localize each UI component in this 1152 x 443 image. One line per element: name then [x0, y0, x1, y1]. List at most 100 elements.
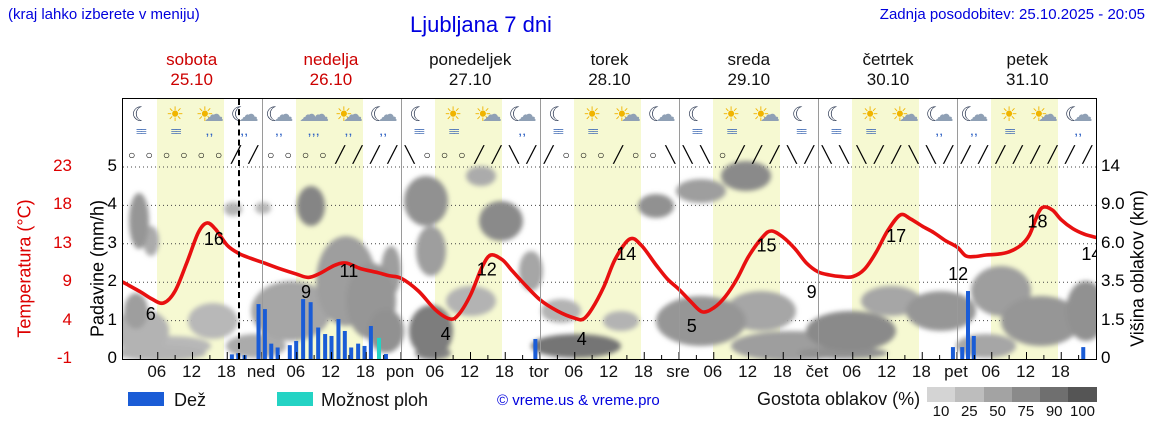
cloud-blob [806, 311, 896, 351]
rain-bar [329, 335, 334, 359]
rain-glyph: ‚‚ [240, 125, 249, 138]
cloud-blob [224, 202, 242, 216]
sun-glyph: ☀ [444, 103, 463, 126]
day-separator [401, 99, 402, 359]
day-abbr-label: pet [944, 362, 968, 381]
meteogram-chart: 6 16 9 11 4 12 4 14 5 15 9 17 12 18 14 [123, 161, 1096, 359]
moon-fog-icon: ☾ ≡≡ [817, 100, 853, 142]
calm-wind-symbol: ○ [284, 148, 292, 162]
icon-precip-glyphs: ≡≡ [796, 126, 807, 140]
cloud-blob [1001, 296, 1081, 346]
day-header: četrtek 30.10 [818, 50, 957, 92]
hour-label: 06 [147, 362, 167, 381]
fog-glyph: ≡≡ [413, 125, 425, 138]
temperature-curve [123, 205, 1096, 322]
day-name: torek [590, 50, 629, 69]
cloud-glyph: ☁ [898, 103, 919, 126]
rain-bar [533, 339, 538, 359]
hour-label: 18 [633, 362, 653, 381]
rain-bar [1081, 347, 1086, 359]
icon-precip-glyphs: ‚‚ [275, 126, 283, 140]
density-segment [983, 387, 1012, 402]
day-separator [957, 99, 958, 359]
rain-bar [229, 354, 234, 359]
wind-barb: ╱ [474, 147, 485, 164]
cloud-blob [798, 347, 888, 359]
axis-tick-label: 18 [53, 194, 72, 214]
wind-barb: ╱ [491, 147, 502, 164]
cloud-rain-icon: ☁ ☁ ‚‚‚ [296, 100, 332, 142]
moon-cloud-rain-icon: ☾ ☁ ‚‚ [956, 100, 992, 142]
wind-barb: ╱ [752, 147, 763, 164]
wind-barb: ╲ [700, 147, 710, 164]
icon-precip-glyphs: ‚‚ [345, 126, 353, 140]
precip-axis-ticks: 5 4 3 2 1 0 [0, 0, 117, 443]
axis-tick-label: 1 [107, 309, 117, 329]
icon-glyphs: ☾ ☁ [231, 103, 259, 127]
rain-bar [362, 345, 367, 359]
sun-cloud-rain-icon: ☀ ☁ ‚‚ [192, 100, 228, 142]
rain-glyph: ‚‚ [205, 125, 214, 138]
moon-fog-icon: ☾ ≡≡ [678, 100, 714, 142]
wind-barb-row: ○ ○ ○ ○ ○ ○ ╱ ╱ ○ ○ ○ ○ ╱ ╱ ╱ ╱ ╲ ○ ○ ○ ╱ ╱ ╲ ╱ ╱ ○ ○ ○ ╱ ○ ○ ╲ ╲ ╲ ○ ╱ ╱ ╱ ╲ ╱… [123, 143, 1096, 167]
sun-cloud-icon: ☀ ☁ [887, 100, 923, 142]
temperature-axis-ticks: 23 18 13 9 4 -1 [0, 0, 72, 443]
axis-tick-label: 9 [62, 271, 72, 291]
moon-cloud-rain-icon: ☾ ☁ ‚‚ [922, 100, 958, 142]
calm-wind-symbol: ○ [423, 148, 431, 162]
calm-wind-symbol: ○ [718, 148, 727, 162]
axis-tick-label: 3.5 [1101, 271, 1125, 291]
icon-precip-glyphs: ‚‚ [519, 126, 527, 140]
temperature-label: 9 [301, 282, 311, 302]
sun-glyph: ☀ [195, 103, 214, 126]
icon-glyphs: ☾ ☁ [370, 103, 398, 127]
cloud-glyph: ☁ [516, 103, 537, 126]
cloud-glyph: ☁ [203, 103, 224, 126]
page-title: Ljubljana 7 dni [410, 12, 552, 37]
cloud-blob [531, 334, 621, 358]
icon-glyphs: ☀ [583, 103, 601, 127]
last-update-label: Zadnja posodobitev: 25.10.2025 - 20:05 [879, 6, 1145, 23]
icon-glyphs: ☀ ☁ [474, 103, 502, 127]
density-tick-label: 50 [989, 403, 1006, 420]
fog-glyph: ≡≡ [830, 125, 842, 138]
hour-label: 18 [772, 362, 792, 381]
axis-tick-label: 2 [107, 271, 117, 291]
density-tick-label: 75 [1017, 403, 1035, 420]
density-segment [1011, 387, 1041, 402]
cloud-layer [123, 161, 1096, 359]
cloud-blob [1066, 281, 1096, 341]
axis-tick-label: 4 [107, 194, 117, 214]
day-date: 31.10 [1006, 70, 1049, 89]
cloud-glyph: ☁ [759, 103, 780, 126]
axis-tick-label: 14 [1101, 156, 1120, 175]
sun-glyph: ☀ [166, 103, 185, 126]
moon-glyph: ☾ [548, 103, 567, 126]
icon-precip-glyphs: ≡≡ [553, 126, 564, 140]
day-name: sreda [727, 50, 771, 69]
cloud-glyph: ☁ [933, 103, 954, 126]
icon-glyphs: ☀ ☁ [196, 103, 224, 127]
rain-bar [950, 347, 955, 359]
hour-label: 18 [911, 362, 931, 381]
sun-cloud-icon: ☀ ☁ [470, 100, 506, 142]
temperature-label: 12 [477, 259, 497, 279]
day-date: 25.10 [170, 70, 213, 89]
day-abbr-label: čet [805, 362, 829, 381]
icon-glyphs: ☾ ☁ [509, 103, 537, 127]
density-segment [927, 387, 956, 402]
rain-bar [269, 343, 274, 359]
cloud-glyph: ☁ [309, 103, 330, 126]
icon-precip-glyphs: ≡≡ [866, 126, 877, 140]
day-abbr-label: sre [666, 362, 690, 381]
icon-glyphs: ☾ ☁ [1065, 103, 1093, 127]
moon-glyph: ☾ [791, 103, 810, 126]
fog-glyph: ≡≡ [726, 125, 738, 138]
calm-wind-symbol: ○ [267, 148, 275, 162]
cloud-glyph: ☁ [620, 103, 641, 126]
cloud-glyph: ☁ [299, 103, 320, 126]
density-segment [1068, 387, 1097, 402]
rain-glyph: ‚‚ [935, 125, 944, 138]
rain-legend-swatch [128, 392, 164, 411]
icon-glyphs: ☾ ☁ [648, 103, 676, 127]
